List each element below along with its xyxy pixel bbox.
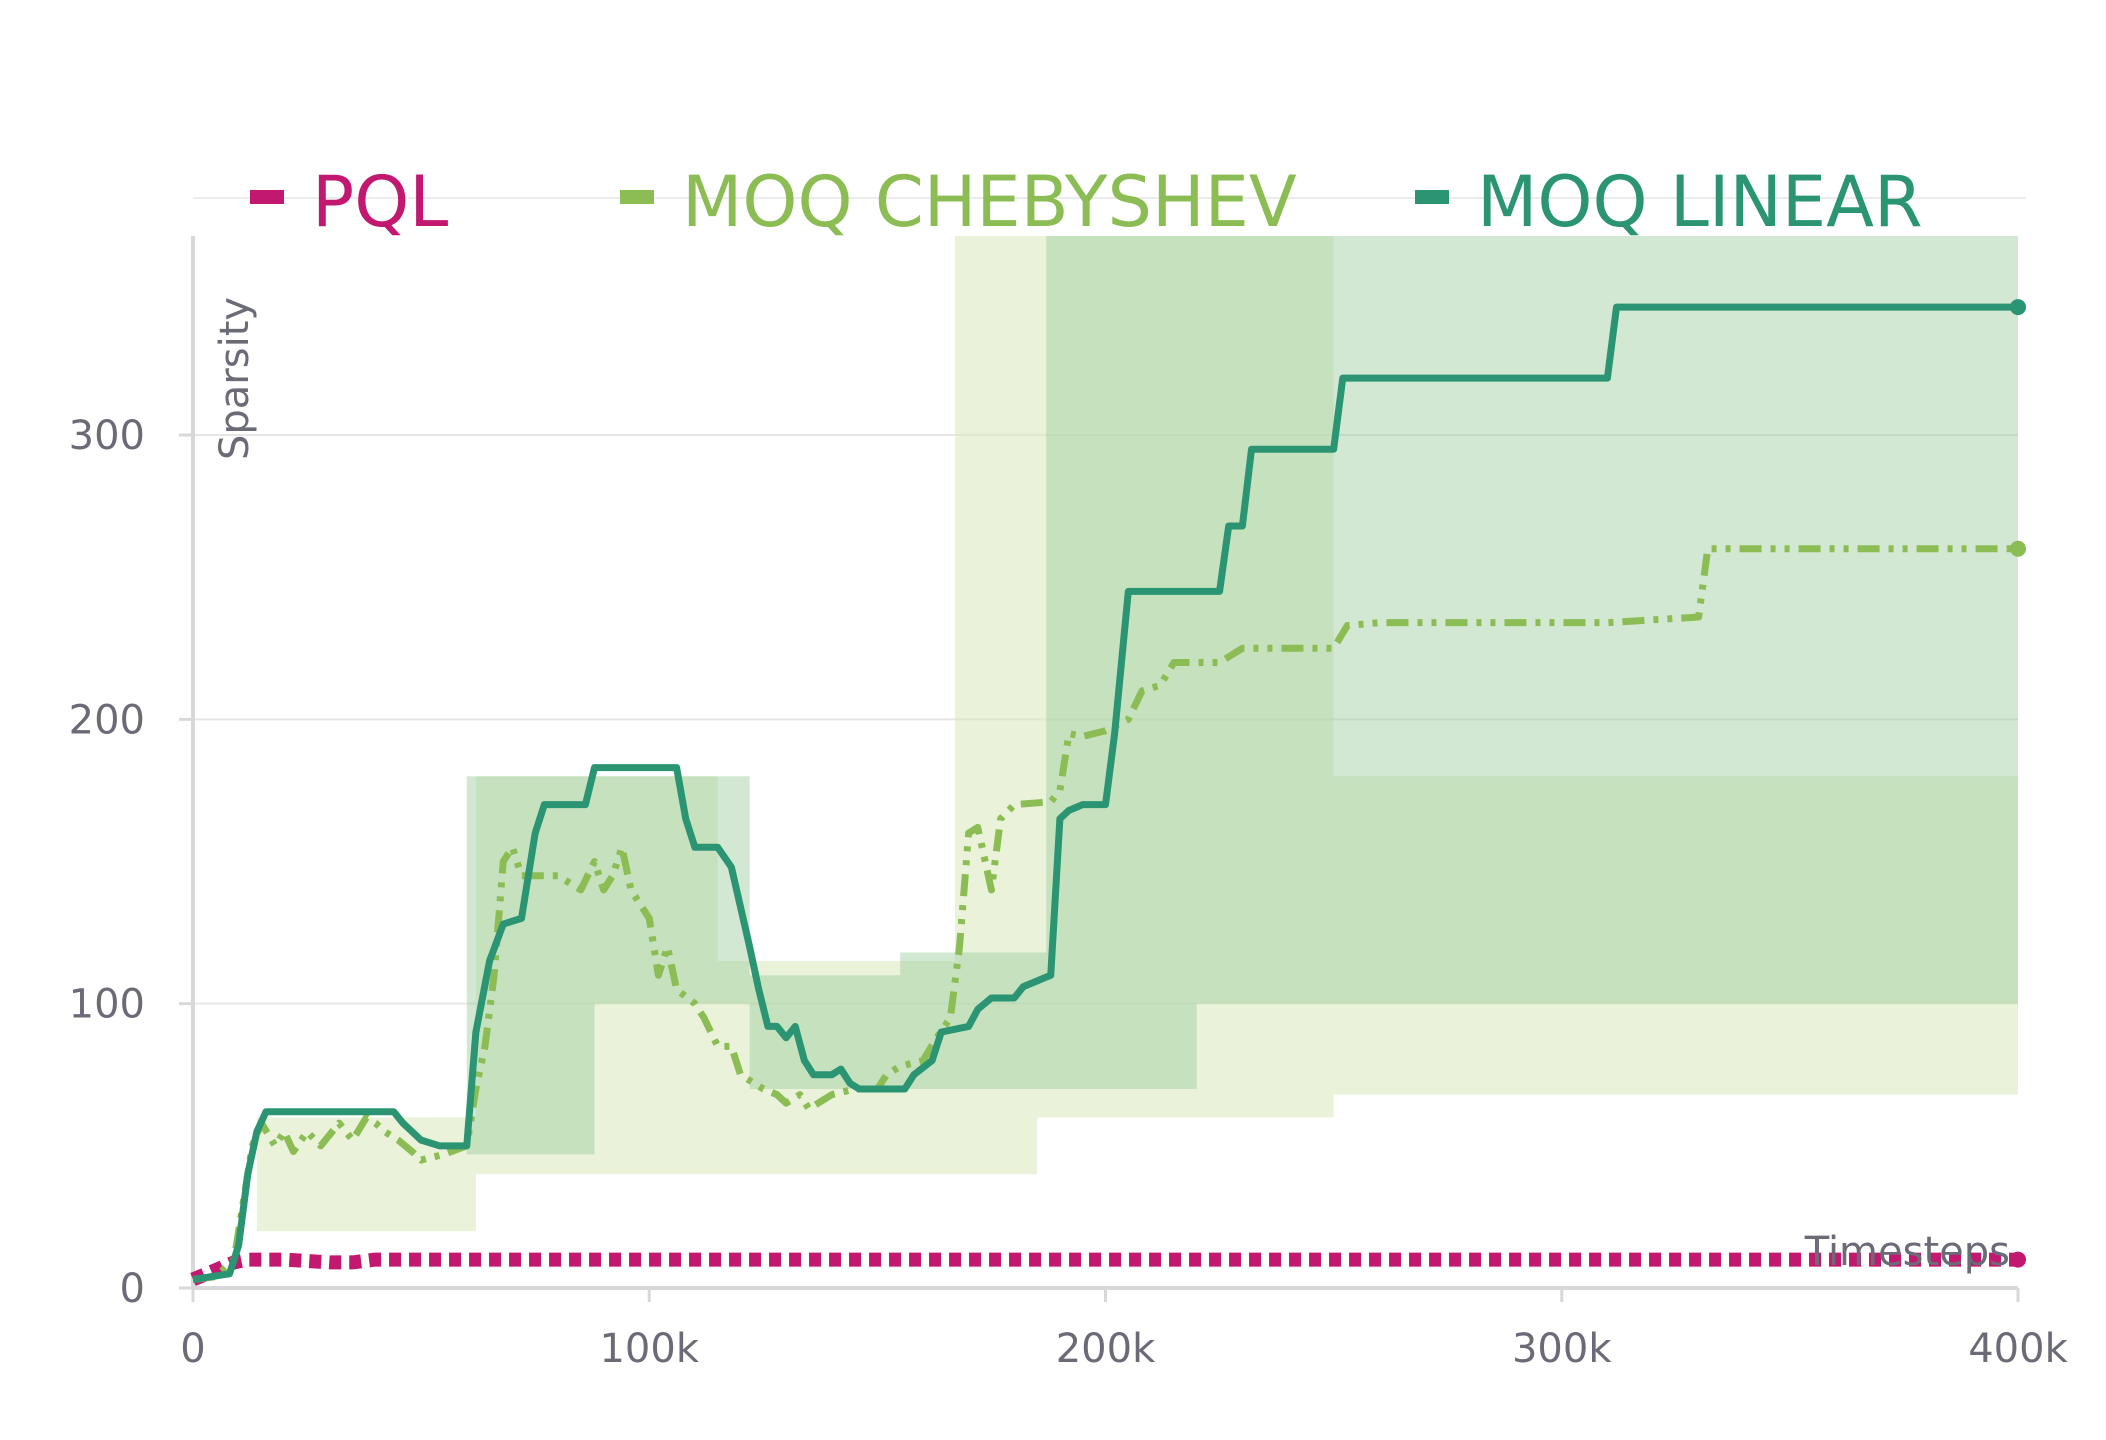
series-line-moq-chebyshev [192,545,2018,1283]
band-moq-linear [466,236,2018,1155]
legend-label[interactable]: PQL [312,161,448,243]
confidence-bands [256,236,2018,1232]
legend-swatch [1415,190,1449,204]
legend-label[interactable]: MOQ LINEAR [1477,161,1923,243]
y-tick-label: 0 [120,1266,145,1312]
series-line-pql [190,1252,2018,1286]
y-tick-label: 200 [69,697,145,743]
y-tick-label: 100 [69,982,145,1028]
x-tick-label: 200k [1056,1326,1156,1372]
y-axis-title: Sparsity [212,297,258,460]
legend[interactable]: PQL MOQ CHEBYSHEV MOQ LINEAR [250,161,1923,243]
x-tick-label: 100k [599,1326,699,1372]
series-line-moq-linear [192,303,2018,1283]
series-end-point [2010,540,2026,557]
series-end-point [2010,1251,2026,1268]
tick-labels: 0 100 200 300 0 100k 200k 300k 400k [69,413,2069,1372]
x-tick-label: 0 [180,1326,205,1372]
axes [179,236,2020,1302]
series-lines [190,299,2026,1286]
legend-label[interactable]: MOQ CHEBYSHEV [682,161,1297,243]
band-moq-chebyshev [256,236,2018,1232]
legend-swatch [250,190,284,204]
x-tick-label: 300k [1512,1326,1612,1372]
y-tick-label: 300 [69,413,145,459]
legend-swatch [620,190,654,204]
series-end-point [2010,299,2026,316]
x-tick-label: 400k [1968,1326,2068,1372]
x-axis-title: Timesteps [1804,1229,2010,1275]
